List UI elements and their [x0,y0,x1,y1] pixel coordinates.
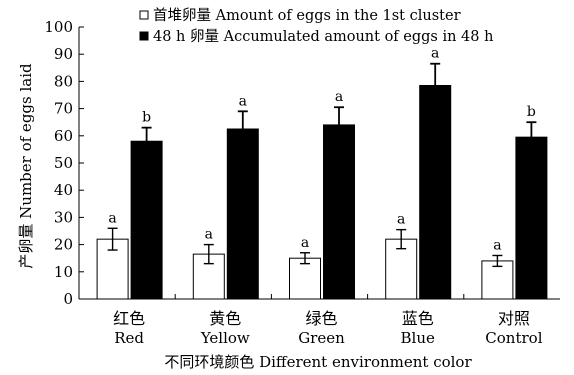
y-tick-label: 80 [54,72,73,90]
legend-label-first-cluster: 首堆卵量 Amount of eggs in the 1st cluster [153,7,461,24]
category-label-cn: 红色 [113,309,145,328]
bar-48h [130,140,163,300]
y-tick-label: 100 [44,18,73,36]
y-tick-label: 20 [54,236,73,254]
category-label-en: Blue [401,329,435,347]
bar-48h [323,124,355,300]
significance-label-first-cluster: a [205,227,213,243]
bar-48h [515,136,548,300]
x-axis-title: 不同环境颜色 Different environment color [164,353,472,371]
y-tick-label: 50 [54,154,73,172]
category-label-cn: 对照 [498,309,530,328]
significance-label-first-cluster: a [108,210,116,226]
y-tick-label: 0 [63,290,73,308]
category-label-cn: 绿色 [305,309,337,328]
significance-label-48h: a [335,89,343,105]
y-tick-label: 30 [54,208,73,226]
significance-label-48h: a [239,93,247,109]
significance-label-48h: a [431,46,439,62]
category-label-cn: 蓝色 [402,309,434,328]
significance-label-48h: b [142,110,151,126]
category-label-en: Control [485,329,542,347]
legend: 首堆卵量 Amount of eggs in the 1st cluster 4… [139,7,493,45]
y-tick-label: 40 [54,181,73,199]
significance-label-first-cluster: a [301,235,309,251]
category-label-cn: 黄色 [209,309,241,328]
significance-label-first-cluster: a [493,237,501,253]
category-label-en: Red [114,329,144,347]
y-tick-label: 10 [54,263,73,281]
bar-48h [419,84,452,300]
y-axis-title: 产卵量 Number of eggs laid [17,63,35,269]
legend-label-48h: 48 h 卵量 Accumulated amount of eggs in 48… [153,28,493,45]
legend-swatch-first-cluster [139,10,149,20]
legend-swatch-48h [139,31,149,41]
bar-48h [226,128,259,300]
y-tick-label: 70 [54,100,73,118]
y-tick-label: 90 [54,45,73,63]
category-label-en: Yellow [200,329,250,347]
bar-first-cluster [481,260,514,300]
significance-label-first-cluster: a [397,212,405,228]
significance-label-48h: b [527,104,536,120]
y-tick-label: 60 [54,127,73,145]
category-label-en: Green [298,329,345,347]
bar-first-cluster [289,257,321,300]
